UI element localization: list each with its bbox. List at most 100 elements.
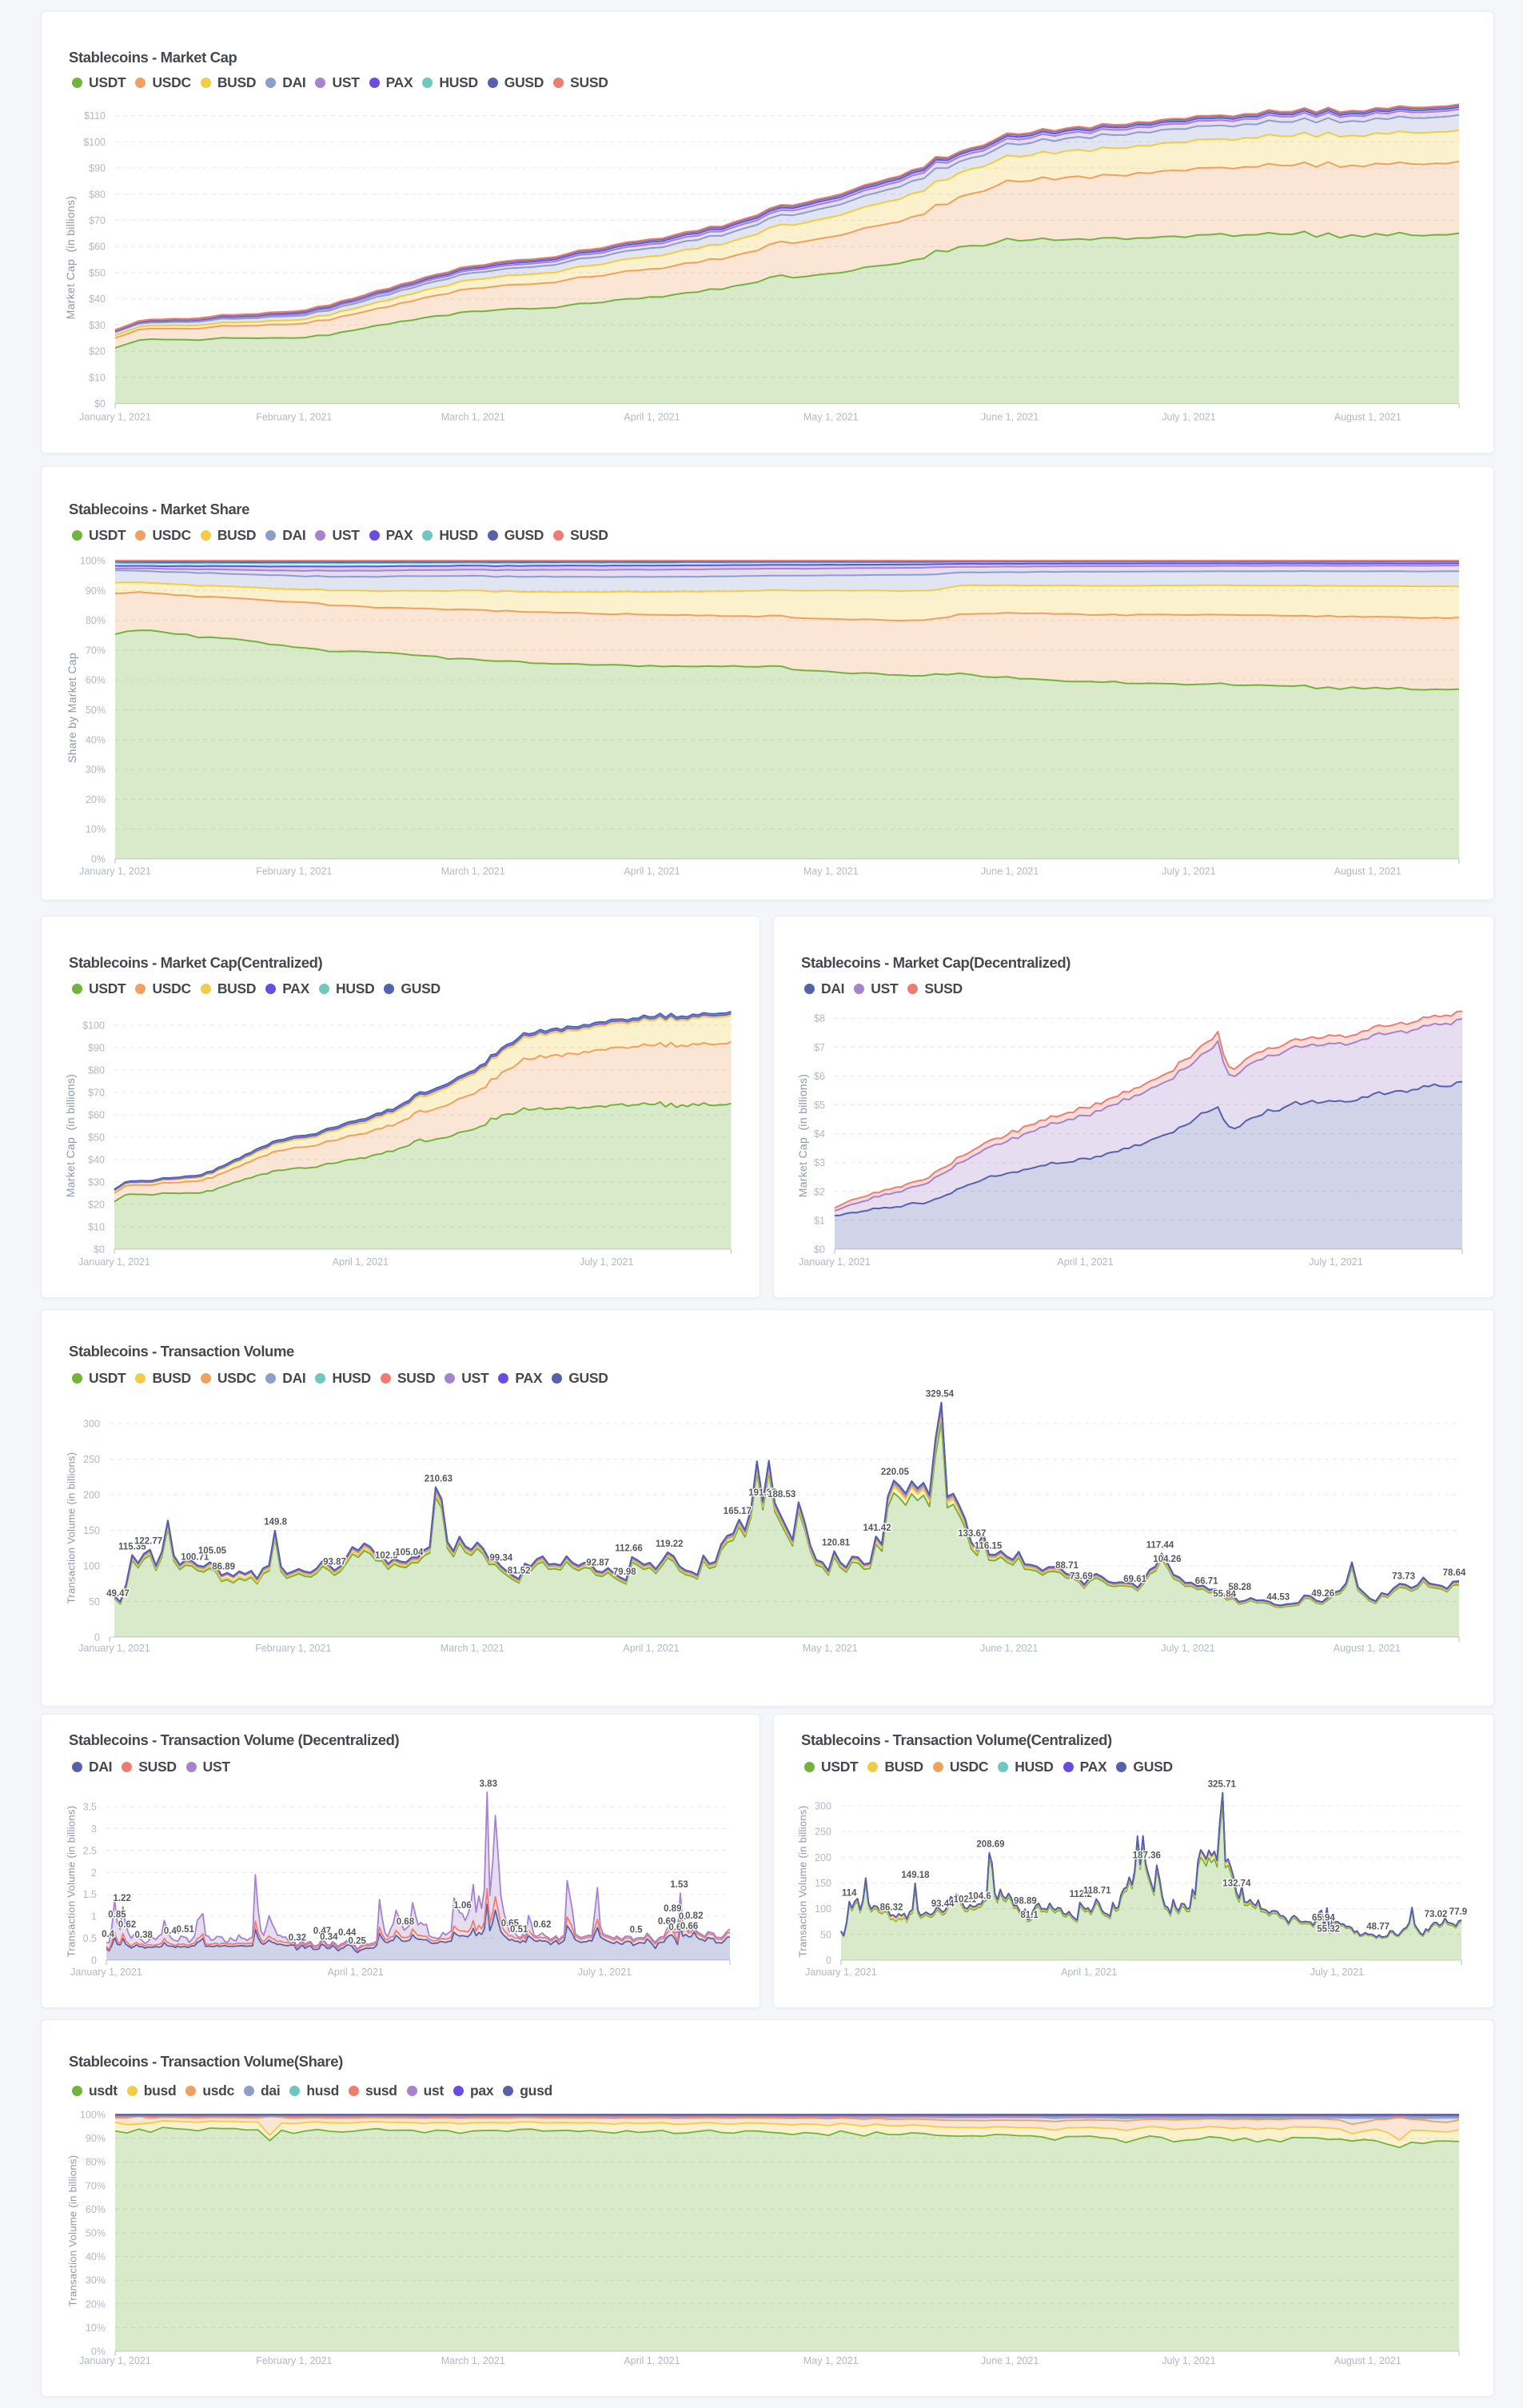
svg-text:73.02: 73.02 xyxy=(1425,1910,1448,1919)
svg-text:48.77: 48.77 xyxy=(1366,1923,1389,1932)
svg-text:100.71: 100.71 xyxy=(181,1552,209,1562)
svg-text:February 1, 2021: February 1, 2021 xyxy=(256,412,332,423)
svg-text:$0: $0 xyxy=(94,398,106,409)
svg-text:$80: $80 xyxy=(89,189,106,200)
svg-text:69.61: 69.61 xyxy=(1123,1575,1146,1584)
svg-text:April 1, 2021: April 1, 2021 xyxy=(1057,1256,1113,1268)
svg-text:$50: $50 xyxy=(89,268,106,279)
svg-text:220.05: 220.05 xyxy=(881,1468,910,1477)
svg-text:73.73: 73.73 xyxy=(1392,1571,1415,1581)
svg-text:May 1, 2021: May 1, 2021 xyxy=(803,412,859,423)
svg-text:May 1, 2021: May 1, 2021 xyxy=(803,2355,859,2366)
svg-text:May 1, 2021: May 1, 2021 xyxy=(803,1643,858,1654)
svg-text:0.65: 0.65 xyxy=(501,1919,520,1928)
svg-text:May 1, 2021: May 1, 2021 xyxy=(803,866,859,877)
svg-text:149.18: 149.18 xyxy=(901,1871,930,1880)
svg-text:92.87: 92.87 xyxy=(586,1558,609,1567)
svg-text:$20: $20 xyxy=(88,1200,105,1211)
svg-text:250: 250 xyxy=(83,1454,100,1465)
svg-text:117.44: 117.44 xyxy=(1146,1541,1174,1551)
svg-text:January 1, 2021: January 1, 2021 xyxy=(78,1256,150,1268)
svg-text:191.97: 191.97 xyxy=(748,1488,776,1498)
svg-text:86.89: 86.89 xyxy=(212,1563,235,1572)
svg-text:3.83: 3.83 xyxy=(480,1779,497,1789)
svg-text:200: 200 xyxy=(815,1852,831,1863)
svg-text:50%: 50% xyxy=(86,705,106,716)
svg-text:0%: 0% xyxy=(91,2346,106,2358)
svg-text:0.44: 0.44 xyxy=(338,1928,357,1938)
svg-text:June 1, 2021: June 1, 2021 xyxy=(981,866,1039,877)
svg-text:141.42: 141.42 xyxy=(863,1523,891,1533)
svg-text:3: 3 xyxy=(91,1823,97,1835)
svg-text:July 1, 2021: July 1, 2021 xyxy=(1161,1643,1214,1654)
svg-text:105.05: 105.05 xyxy=(198,1547,227,1556)
svg-text:20%: 20% xyxy=(86,794,106,805)
svg-text:77.9: 77.9 xyxy=(1449,1907,1467,1917)
svg-text:0.51: 0.51 xyxy=(510,1925,528,1935)
svg-text:1: 1 xyxy=(91,1911,97,1923)
svg-text:116.15: 116.15 xyxy=(975,1542,1003,1551)
svg-text:3.5: 3.5 xyxy=(83,1802,97,1813)
svg-text:100%: 100% xyxy=(80,556,106,567)
svg-text:112.66: 112.66 xyxy=(615,1544,643,1554)
svg-text:$70: $70 xyxy=(89,215,106,226)
svg-text:99.34: 99.34 xyxy=(489,1554,512,1563)
svg-text:98.89: 98.89 xyxy=(1014,1896,1037,1906)
svg-text:40%: 40% xyxy=(86,734,106,745)
svg-text:90%: 90% xyxy=(86,2133,106,2144)
svg-text:0.32: 0.32 xyxy=(289,1933,306,1943)
svg-text:$1: $1 xyxy=(814,1215,825,1226)
svg-text:1.53: 1.53 xyxy=(670,1880,688,1890)
svg-text:20%: 20% xyxy=(86,2298,106,2310)
svg-text:100: 100 xyxy=(815,1903,831,1915)
svg-text:112.2: 112.2 xyxy=(1070,1890,1092,1899)
svg-text:0.38: 0.38 xyxy=(135,1931,153,1940)
svg-text:$8: $8 xyxy=(814,1013,825,1024)
svg-text:50: 50 xyxy=(820,1929,831,1940)
svg-text:2.5: 2.5 xyxy=(83,1845,97,1856)
svg-text:65.94: 65.94 xyxy=(1312,1914,1335,1923)
svg-text:0: 0 xyxy=(91,1955,97,1967)
svg-text:73.69: 73.69 xyxy=(1070,1571,1093,1581)
svg-text:January 1, 2021: January 1, 2021 xyxy=(79,866,151,877)
svg-text:July 1, 2021: July 1, 2021 xyxy=(1310,1967,1364,1978)
svg-text:300: 300 xyxy=(83,1419,100,1430)
svg-text:165.17: 165.17 xyxy=(724,1507,752,1516)
svg-text:58.28: 58.28 xyxy=(1228,1583,1251,1592)
svg-text:January 1, 2021: January 1, 2021 xyxy=(70,1967,142,1978)
svg-text:0.62: 0.62 xyxy=(118,1920,136,1930)
svg-text:0.34: 0.34 xyxy=(320,1932,338,1942)
svg-text:200: 200 xyxy=(83,1490,100,1501)
svg-text:10%: 10% xyxy=(86,2322,106,2334)
svg-text:$40: $40 xyxy=(88,1155,105,1166)
svg-text:132.74: 132.74 xyxy=(1222,1879,1251,1889)
svg-text:0.63: 0.63 xyxy=(668,1923,686,1932)
svg-text:100%: 100% xyxy=(80,2110,106,2121)
svg-text:0.25: 0.25 xyxy=(349,1936,367,1946)
svg-text:133.67: 133.67 xyxy=(958,1529,986,1539)
svg-text:55.84: 55.84 xyxy=(1213,1589,1236,1599)
svg-text:118.71: 118.71 xyxy=(1083,1887,1111,1896)
svg-text:115.35: 115.35 xyxy=(118,1542,146,1551)
svg-text:0.4: 0.4 xyxy=(102,1930,115,1939)
svg-text:0.8: 0.8 xyxy=(679,1912,692,1922)
svg-text:102.1: 102.1 xyxy=(954,1895,977,1904)
svg-text:August 1, 2021: August 1, 2021 xyxy=(1334,412,1401,423)
svg-text:55.32: 55.32 xyxy=(1317,1924,1340,1934)
svg-text:$6: $6 xyxy=(814,1071,825,1082)
svg-text:April 1, 2021: April 1, 2021 xyxy=(328,1967,384,1978)
svg-text:93.87: 93.87 xyxy=(323,1558,346,1567)
svg-text:70%: 70% xyxy=(86,645,106,656)
svg-text:86.32: 86.32 xyxy=(880,1903,903,1913)
svg-text:0.62: 0.62 xyxy=(533,1920,551,1930)
svg-text:$10: $10 xyxy=(88,1222,105,1233)
svg-text:March 1, 2021: March 1, 2021 xyxy=(441,866,505,877)
svg-text:0.68: 0.68 xyxy=(397,1918,415,1927)
svg-text:$110: $110 xyxy=(84,110,106,122)
svg-text:102.9: 102.9 xyxy=(375,1551,398,1560)
svg-text:0.5: 0.5 xyxy=(630,1926,644,1935)
svg-text:$90: $90 xyxy=(89,163,106,174)
svg-text:104.6: 104.6 xyxy=(968,1892,991,1902)
svg-text:August 1, 2021: August 1, 2021 xyxy=(1334,1643,1401,1654)
svg-text:April 1, 2021: April 1, 2021 xyxy=(624,866,680,877)
